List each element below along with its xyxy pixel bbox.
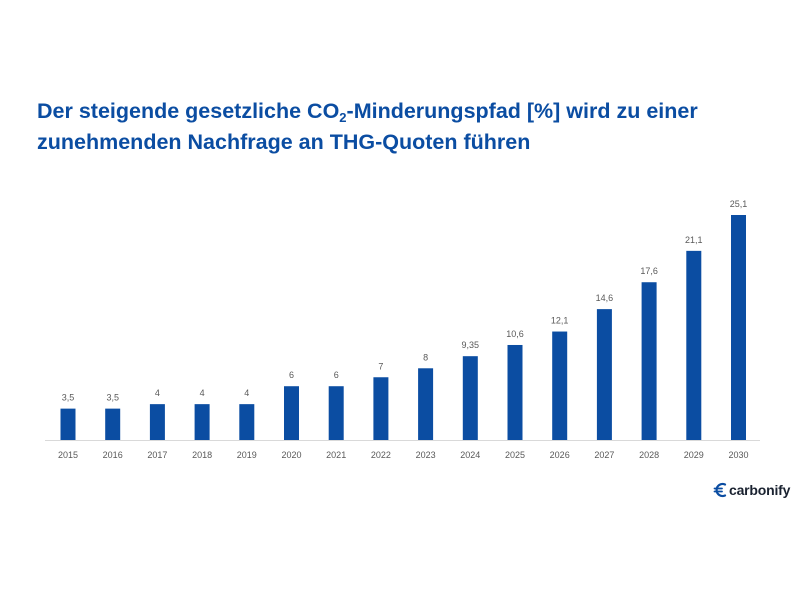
- data-label-2023: 8: [423, 352, 428, 362]
- x-tick-label-2020: 2020: [281, 450, 301, 460]
- data-label-2027: 14,6: [596, 293, 614, 303]
- data-label-2016: 3,5: [106, 393, 119, 403]
- data-label-2029: 21,1: [685, 235, 703, 245]
- euro-sign-icon: [713, 482, 727, 498]
- bar-2026: [552, 331, 568, 440]
- bar-2020: [284, 386, 299, 440]
- bar-2024: [462, 356, 478, 440]
- bar-2025: [507, 344, 523, 440]
- x-tick-label-2018: 2018: [192, 450, 212, 460]
- data-label-2028: 17,6: [640, 266, 658, 276]
- x-tick-label-2023: 2023: [416, 450, 436, 460]
- x-tick-label-2025: 2025: [505, 450, 525, 460]
- data-label-2019: 4: [244, 388, 249, 398]
- bar-2023: [418, 368, 434, 440]
- x-tick-label-2017: 2017: [147, 450, 167, 460]
- x-tick-label-2028: 2028: [639, 450, 659, 460]
- bar-2019: [239, 404, 255, 440]
- x-tick-label-2026: 2026: [550, 450, 570, 460]
- data-label-2020: 6: [289, 370, 294, 380]
- data-label-2030: 25,1: [730, 199, 748, 209]
- bar-2027: [596, 309, 612, 440]
- x-tick-label-2015: 2015: [58, 450, 78, 460]
- bar-2028: [641, 282, 657, 440]
- data-label-2024: 9,35: [462, 340, 480, 350]
- x-tick-label-2030: 2030: [728, 450, 748, 460]
- carbonify-logo: carbonify: [713, 479, 790, 501]
- bar-2022: [373, 377, 389, 440]
- title-subscript: 2: [339, 110, 347, 125]
- data-label-2025: 10,6: [506, 329, 524, 339]
- data-label-2015: 3,5: [62, 393, 75, 403]
- bar-2016: [105, 408, 121, 440]
- x-tick-label-2027: 2027: [594, 450, 614, 460]
- data-label-2026: 12,1: [551, 316, 569, 326]
- data-label-2021: 6: [334, 370, 339, 380]
- bar-2021: [328, 386, 344, 440]
- title-part-1: Der steigende gesetzliche CO: [37, 99, 340, 123]
- data-label-2022: 7: [378, 361, 383, 371]
- x-tick-label-2022: 2022: [371, 450, 391, 460]
- bar-2030: [731, 215, 746, 440]
- bar-2029: [686, 250, 702, 440]
- x-tick-label-2016: 2016: [103, 450, 123, 460]
- x-tick-label-2029: 2029: [684, 450, 704, 460]
- title-part-2: -Minderungspfad [%] wird zu einer zunehm…: [37, 99, 698, 154]
- data-label-2017: 4: [155, 388, 160, 398]
- page-title: Der steigende gesetzliche CO2-Minderungs…: [37, 96, 777, 158]
- bar-2018: [194, 404, 210, 440]
- logo-text: carbonify: [729, 482, 791, 498]
- data-label-2018: 4: [200, 388, 205, 398]
- x-tick-label-2021: 2021: [326, 450, 346, 460]
- bar-2015: [60, 408, 76, 440]
- x-tick-label-2024: 2024: [460, 450, 480, 460]
- bar-2017: [149, 404, 165, 440]
- x-tick-label-2019: 2019: [237, 450, 257, 460]
